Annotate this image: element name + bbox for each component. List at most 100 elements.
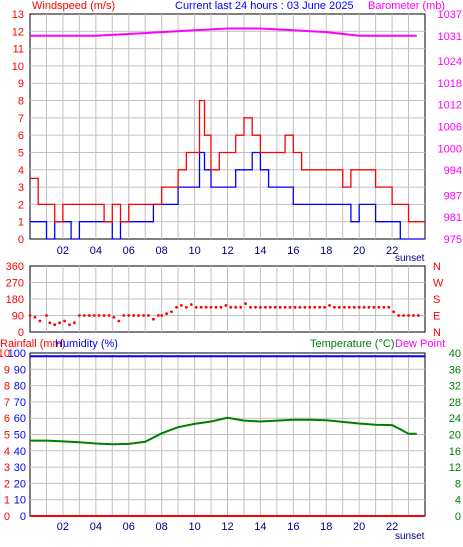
humidity-tick-label: 10	[14, 495, 26, 507]
compass-tick-label: W	[433, 278, 444, 290]
hour-tick-label: 16	[287, 245, 299, 257]
wind-direction-point	[175, 305, 178, 309]
wind-direction-point	[92, 314, 96, 317]
wind-direction-point	[338, 305, 341, 309]
wind-direction-point	[107, 314, 111, 317]
compass-tick-label: N	[433, 261, 441, 273]
hour-tick-label: 02	[57, 521, 69, 533]
rainfall-tick-label: 1	[4, 495, 10, 507]
wind-direction-point	[397, 314, 401, 317]
wind-direction-point	[259, 305, 262, 309]
wind-direction-point	[132, 314, 136, 317]
temperature-tick-label: 8	[455, 478, 461, 490]
wind-direction-point	[102, 314, 106, 317]
wind-direction-point	[308, 305, 312, 309]
hour-tick-label: 06	[123, 245, 135, 257]
temperature-tick-label: 4	[455, 495, 461, 507]
series-line	[30, 151, 425, 240]
direction-tick-label: 360	[6, 261, 24, 273]
wind-direction-point	[82, 314, 86, 317]
barometer-tick-label: 1018	[438, 78, 462, 90]
hour-tick-label: 22	[386, 521, 398, 533]
wind-direction-point	[234, 305, 238, 309]
barometer-tick-label: 1000	[438, 143, 462, 155]
windspeed-tick-label: 6	[18, 130, 24, 142]
wind-direction-point	[78, 314, 81, 317]
wind-direction-point	[382, 305, 386, 309]
rainfall-tick-label: 8	[4, 381, 10, 393]
humidity-tick-label: 60	[14, 413, 26, 425]
wind-direction-point	[122, 314, 126, 317]
wind-direction-point	[362, 305, 366, 309]
series-line	[30, 27, 417, 37]
dew-point-title: Dew Point	[395, 338, 445, 350]
windspeed-tick-label: 8	[18, 96, 24, 108]
temperature-tick-label: 28	[449, 397, 461, 409]
humidity-tick-label: 50	[14, 430, 26, 442]
wind-direction-point	[199, 305, 203, 309]
direction-tick-label: 270	[6, 278, 24, 290]
compass-tick-label: E	[433, 311, 440, 323]
rainfall-tick-label: 7	[4, 397, 10, 409]
windspeed-tick-label: 11	[13, 44, 24, 56]
windspeed-tick-label: 3	[18, 182, 24, 194]
humidity-tick-label: 100	[8, 348, 26, 360]
windspeed-tick-label: 9	[18, 78, 24, 90]
rainfall-tick-label: 4	[4, 446, 10, 458]
temperature-axis-title: Temperature (°C)	[310, 338, 394, 350]
sunset-label: sunset	[395, 531, 425, 542]
hour-tick-label: 14	[254, 521, 266, 533]
wind-direction-point	[142, 314, 146, 317]
hour-tick-label: 04	[90, 521, 102, 533]
wind-direction-point	[377, 305, 381, 309]
barometer-tick-label: 975	[444, 234, 462, 246]
wind-direction-point	[264, 305, 267, 309]
hour-tick-label: 22	[386, 245, 398, 257]
humidity-tick-label: 30	[14, 462, 26, 474]
wind-direction-point	[185, 305, 188, 309]
barometer-tick-label: 981	[444, 212, 462, 224]
wind-direction-point	[318, 305, 322, 309]
rainfall-tick-label: 10	[0, 348, 10, 360]
temperature-tick-label: 24	[449, 413, 461, 425]
wind-direction-point	[367, 305, 371, 309]
hour-tick-label: 20	[353, 245, 365, 257]
compass-tick-label: S	[433, 294, 440, 306]
windspeed-axis-title: Windspeed (m/s)	[32, 0, 115, 12]
wind-direction-point	[323, 305, 326, 309]
windspeed-tick-label: 2	[18, 199, 24, 211]
hour-tick-label: 20	[353, 521, 365, 533]
wind-direction-point	[112, 315, 116, 319]
direction-tick-label: 180	[6, 294, 24, 306]
humidity-tick-label: 90	[14, 364, 26, 376]
wind-direction-point	[402, 314, 405, 317]
wind-direction-point	[268, 305, 272, 309]
wind-direction-point	[273, 305, 277, 309]
barometer-tick-label: 1031	[438, 31, 462, 43]
windspeed-tick-label: 0	[18, 234, 24, 246]
rainfall-tick-label: 9	[4, 364, 10, 376]
hour-tick-label: 18	[320, 245, 332, 257]
rainfall-tick-label: 3	[4, 462, 10, 474]
wind-direction-point	[28, 314, 32, 317]
wind-direction-point	[38, 319, 42, 323]
barometer-tick-label: 1012	[438, 100, 462, 112]
rainfall-tick-label: 2	[4, 478, 10, 490]
wind-direction-point	[239, 305, 243, 309]
series-line	[30, 416, 417, 446]
wind-direction-point	[412, 314, 415, 317]
wind-direction-point	[189, 303, 193, 306]
wind-direction-point	[303, 305, 307, 309]
direction-tick-label: 0	[18, 327, 24, 339]
wind-direction-point	[347, 305, 351, 309]
wind-direction-point	[352, 305, 356, 309]
hour-tick-label: 08	[156, 245, 168, 257]
wind-direction-point	[357, 305, 361, 309]
wind-direction-point	[48, 321, 52, 325]
wind-direction-point	[157, 314, 160, 317]
hour-tick-label: 02	[57, 245, 69, 257]
humidity-tick-label: 20	[14, 478, 26, 490]
wind-direction-point	[372, 305, 376, 309]
wind-direction-point	[68, 323, 71, 327]
